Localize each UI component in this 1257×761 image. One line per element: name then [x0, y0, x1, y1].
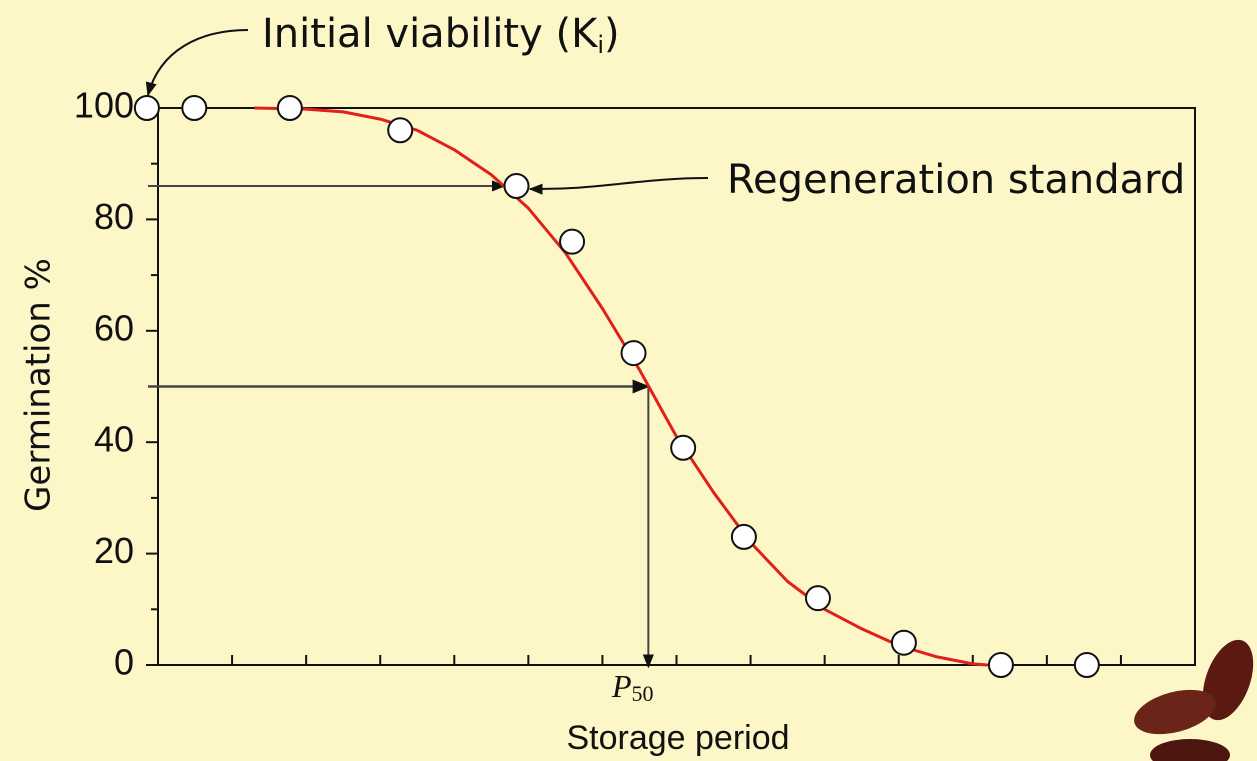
- p50-label: P50: [611, 668, 654, 706]
- data-point: [182, 96, 206, 120]
- x-axis-label: Storage period: [566, 719, 789, 757]
- chart: Initial viability (Ki) Regeneration stan…: [0, 0, 1257, 761]
- y-axis-label: Germination %: [19, 258, 59, 512]
- p50-subscript: 50: [632, 681, 654, 706]
- data-point: [622, 341, 646, 365]
- data-point: [892, 631, 916, 655]
- y-tick-label: 100: [74, 85, 134, 126]
- annotation-arrow: [148, 30, 248, 95]
- annotation-subscript: i: [597, 31, 604, 59]
- data-point: [732, 525, 756, 549]
- data-point: [671, 436, 695, 460]
- regeneration-label: Regeneration standard: [727, 157, 1185, 203]
- annotation-arrow: [530, 178, 708, 189]
- annotation-text: Initial viability (K: [262, 11, 599, 57]
- data-point: [388, 118, 412, 142]
- y-tick-label: 60: [94, 307, 134, 348]
- page: {"chart_data": { "type": "scatter", "xla…: [0, 0, 1257, 761]
- p50-text: P: [611, 668, 632, 704]
- data-point: [135, 96, 159, 120]
- data-point: [560, 230, 584, 254]
- y-tick-label: 80: [94, 196, 134, 237]
- data-point: [1075, 653, 1099, 677]
- y-tick-label: 20: [94, 530, 134, 571]
- seed-decoration: [1129, 633, 1257, 761]
- data-point: [505, 174, 529, 198]
- initial-viability-annotation: Initial viability (Ki): [262, 11, 620, 59]
- data-point: [278, 96, 302, 120]
- data-point: [806, 586, 830, 610]
- data-point: [989, 653, 1013, 677]
- y-tick-label: 0: [114, 642, 134, 683]
- y-tick-label: 40: [94, 419, 134, 460]
- annotation-suffix: ): [604, 11, 620, 57]
